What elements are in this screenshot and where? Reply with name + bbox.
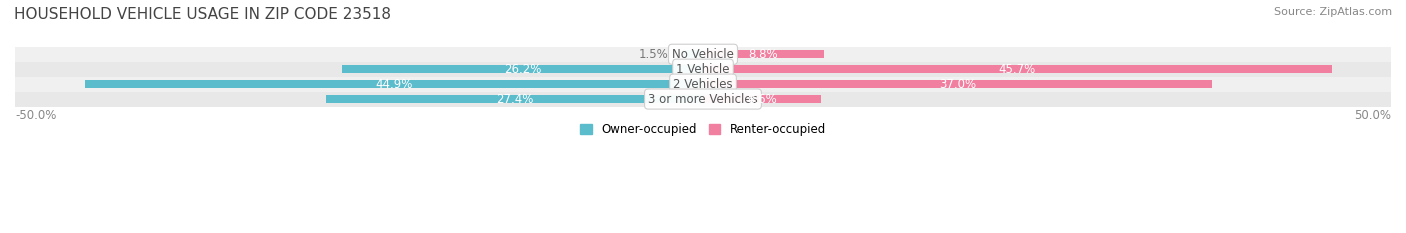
Bar xyxy=(326,95,703,103)
Bar xyxy=(703,80,1212,88)
Text: 2 Vehicles: 2 Vehicles xyxy=(673,78,733,91)
Bar xyxy=(343,65,703,73)
Text: 50.0%: 50.0% xyxy=(1354,109,1391,122)
Text: Source: ZipAtlas.com: Source: ZipAtlas.com xyxy=(1274,7,1392,17)
Bar xyxy=(15,92,1391,106)
Text: 3 or more Vehicles: 3 or more Vehicles xyxy=(648,93,758,106)
Text: 45.7%: 45.7% xyxy=(998,63,1036,76)
Bar xyxy=(15,47,1391,62)
Bar xyxy=(15,77,1391,92)
Text: 1 Vehicle: 1 Vehicle xyxy=(676,63,730,76)
Text: HOUSEHOLD VEHICLE USAGE IN ZIP CODE 23518: HOUSEHOLD VEHICLE USAGE IN ZIP CODE 2351… xyxy=(14,7,391,22)
Bar xyxy=(86,80,703,88)
Text: 27.4%: 27.4% xyxy=(496,93,533,106)
Bar xyxy=(703,65,1331,73)
Text: -50.0%: -50.0% xyxy=(15,109,56,122)
Bar xyxy=(682,50,703,58)
Bar xyxy=(703,95,821,103)
Text: No Vehicle: No Vehicle xyxy=(672,48,734,61)
Text: 37.0%: 37.0% xyxy=(939,78,976,91)
Text: 1.5%: 1.5% xyxy=(638,48,669,61)
Bar xyxy=(703,50,824,58)
Text: 8.6%: 8.6% xyxy=(748,93,778,106)
Text: 8.8%: 8.8% xyxy=(749,48,779,61)
Bar xyxy=(15,62,1391,77)
Text: 26.2%: 26.2% xyxy=(505,63,541,76)
Text: 44.9%: 44.9% xyxy=(375,78,413,91)
Legend: Owner-occupied, Renter-occupied: Owner-occupied, Renter-occupied xyxy=(575,119,831,141)
